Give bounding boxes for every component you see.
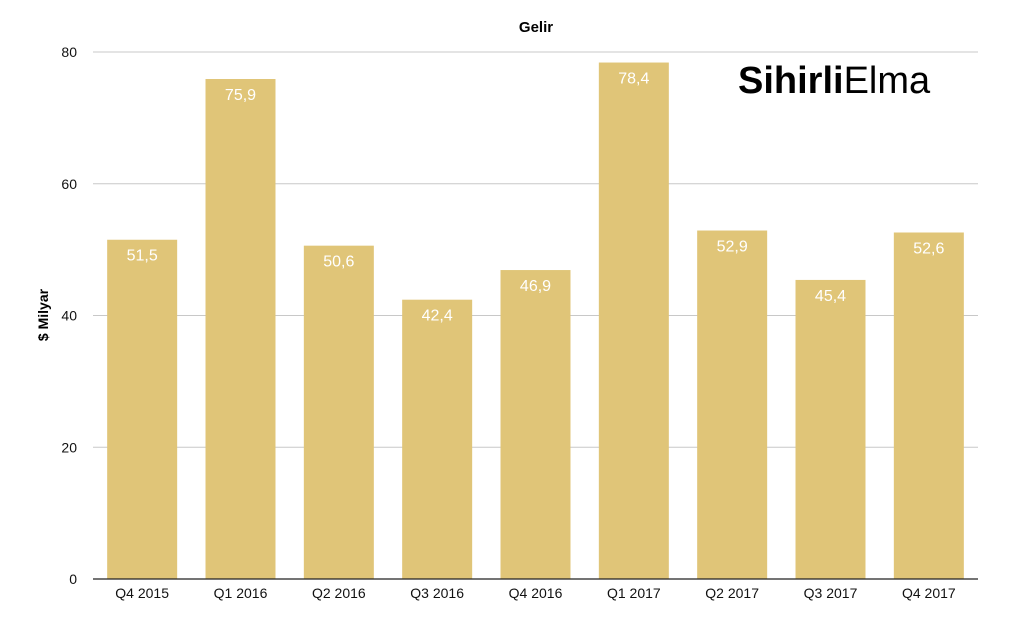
sihirlielma-logo: SihirliElma — [738, 60, 931, 102]
bar-value-label: 52,9 — [717, 239, 748, 256]
bar-value-labels: 51,5 75,9 50,6 42,4 46,9 78,4 52,9 45,4 52,6 — [127, 71, 945, 325]
bars — [107, 62, 964, 580]
bar — [107, 239, 178, 579]
bar — [697, 230, 768, 580]
y-tick-label: 60 — [61, 176, 77, 192]
bar — [303, 245, 374, 580]
bar — [795, 279, 866, 579]
chart-title: Gelir — [519, 19, 553, 36]
logo-light-text: Elma — [844, 60, 931, 102]
bar — [205, 79, 276, 579]
bar-value-label: 46,9 — [520, 278, 551, 295]
x-tick-label: Q4 2015 — [115, 585, 169, 601]
y-tick-label: 20 — [61, 439, 77, 455]
x-tick-label: Q3 2016 — [410, 585, 464, 601]
bar-value-label: 75,9 — [225, 87, 256, 104]
x-tick-labels: Q4 2015 Q1 2016 Q2 2016 Q3 2016 Q4 2016 Q1 20… — [115, 585, 956, 601]
y-axis-label: $ Milyar — [35, 288, 51, 341]
y-tick-label: 40 — [61, 308, 77, 324]
bar — [893, 232, 964, 579]
logo-bold-text: Sihirli — [738, 60, 844, 102]
x-tick-label: Q1 2017 — [607, 585, 661, 601]
bar-value-label: 78,4 — [618, 71, 649, 88]
y-tick-labels: 0 20 40 60 80 — [61, 44, 77, 587]
x-tick-label: Q2 2016 — [312, 585, 366, 601]
bar — [500, 270, 571, 579]
bar-value-label: 52,6 — [913, 240, 944, 257]
x-tick-label: Q4 2016 — [509, 585, 563, 601]
svg-text:SihirliElma: SihirliElma — [738, 60, 931, 102]
y-tick-label: 80 — [61, 44, 77, 60]
bar — [402, 299, 473, 579]
x-tick-label: Q4 2017 — [902, 585, 956, 601]
bar-value-label: 42,4 — [422, 308, 453, 325]
bar-value-label: 45,4 — [815, 288, 846, 305]
bar-value-label: 50,6 — [323, 254, 354, 271]
x-tick-label: Q1 2016 — [214, 585, 268, 601]
x-tick-label: Q3 2017 — [804, 585, 858, 601]
bar — [598, 62, 669, 580]
x-tick-label: Q2 2017 — [705, 585, 759, 601]
bar-value-label: 51,5 — [127, 248, 158, 265]
y-tick-label: 0 — [69, 571, 77, 587]
